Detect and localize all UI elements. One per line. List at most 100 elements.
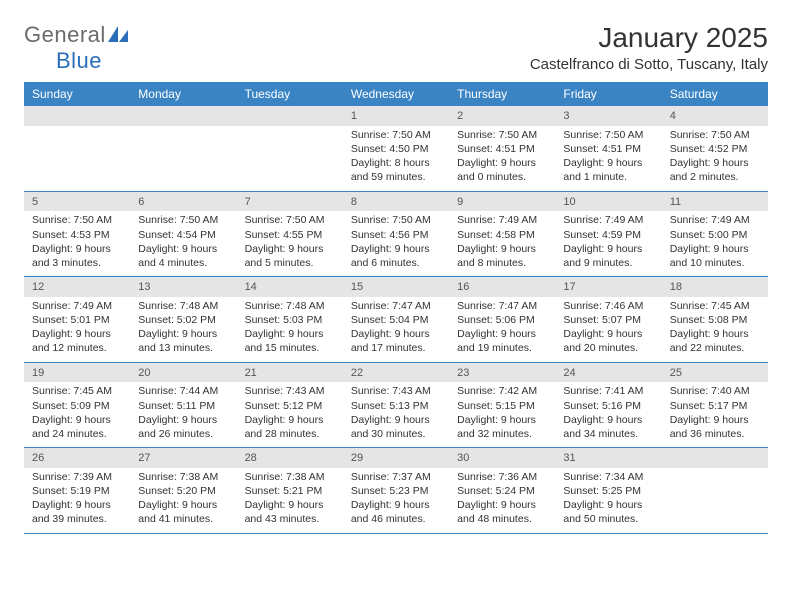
day-number: 11 bbox=[662, 192, 768, 212]
day-number: 26 bbox=[24, 448, 130, 468]
sunrise-text: Sunrise: 7:39 AM bbox=[32, 470, 122, 484]
sunset-text: Sunset: 5:11 PM bbox=[138, 399, 228, 413]
daylight-text: Daylight: 9 hours and 32 minutes. bbox=[457, 413, 547, 441]
day-number: 4 bbox=[662, 106, 768, 126]
sunset-text: Sunset: 5:21 PM bbox=[245, 484, 335, 498]
week-row: 26Sunrise: 7:39 AMSunset: 5:19 PMDayligh… bbox=[24, 448, 768, 534]
daylight-text: Daylight: 9 hours and 30 minutes. bbox=[351, 413, 441, 441]
daylight-text: Daylight: 9 hours and 43 minutes. bbox=[245, 498, 335, 526]
day-number: 7 bbox=[237, 192, 343, 212]
day-cell: 16Sunrise: 7:47 AMSunset: 5:06 PMDayligh… bbox=[449, 277, 555, 362]
day-number: 16 bbox=[449, 277, 555, 297]
day-cell: 25Sunrise: 7:40 AMSunset: 5:17 PMDayligh… bbox=[662, 363, 768, 448]
day-body: Sunrise: 7:49 AMSunset: 4:58 PMDaylight:… bbox=[449, 211, 555, 276]
day-cell: 11Sunrise: 7:49 AMSunset: 5:00 PMDayligh… bbox=[662, 192, 768, 277]
sunrise-text: Sunrise: 7:49 AM bbox=[32, 299, 122, 313]
sunset-text: Sunset: 5:25 PM bbox=[563, 484, 653, 498]
day-number: 30 bbox=[449, 448, 555, 468]
sunrise-text: Sunrise: 7:47 AM bbox=[457, 299, 547, 313]
day-body: Sunrise: 7:46 AMSunset: 5:07 PMDaylight:… bbox=[555, 297, 661, 362]
day-number: 17 bbox=[555, 277, 661, 297]
sunrise-text: Sunrise: 7:42 AM bbox=[457, 384, 547, 398]
sunrise-text: Sunrise: 7:50 AM bbox=[351, 213, 441, 227]
day-cell: 3Sunrise: 7:50 AMSunset: 4:51 PMDaylight… bbox=[555, 106, 661, 191]
day-cell: 8Sunrise: 7:50 AMSunset: 4:56 PMDaylight… bbox=[343, 192, 449, 277]
day-cell: 19Sunrise: 7:45 AMSunset: 5:09 PMDayligh… bbox=[24, 363, 130, 448]
day-cell bbox=[24, 106, 130, 191]
day-body: Sunrise: 7:49 AMSunset: 5:00 PMDaylight:… bbox=[662, 211, 768, 276]
day-body: Sunrise: 7:50 AMSunset: 4:55 PMDaylight:… bbox=[237, 211, 343, 276]
sunset-text: Sunset: 5:09 PM bbox=[32, 399, 122, 413]
sunrise-text: Sunrise: 7:49 AM bbox=[670, 213, 760, 227]
daylight-text: Daylight: 9 hours and 13 minutes. bbox=[138, 327, 228, 355]
daylight-text: Daylight: 9 hours and 5 minutes. bbox=[245, 242, 335, 270]
day-cell: 10Sunrise: 7:49 AMSunset: 4:59 PMDayligh… bbox=[555, 192, 661, 277]
day-number: 20 bbox=[130, 363, 236, 383]
day-number: 19 bbox=[24, 363, 130, 383]
day-number: 29 bbox=[343, 448, 449, 468]
sunrise-text: Sunrise: 7:49 AM bbox=[457, 213, 547, 227]
sunset-text: Sunset: 5:17 PM bbox=[670, 399, 760, 413]
day-body: Sunrise: 7:50 AMSunset: 4:54 PMDaylight:… bbox=[130, 211, 236, 276]
sunrise-text: Sunrise: 7:36 AM bbox=[457, 470, 547, 484]
month-title: January 2025 bbox=[530, 22, 768, 54]
day-number bbox=[130, 106, 236, 126]
day-cell: 31Sunrise: 7:34 AMSunset: 5:25 PMDayligh… bbox=[555, 448, 661, 533]
day-cell: 15Sunrise: 7:47 AMSunset: 5:04 PMDayligh… bbox=[343, 277, 449, 362]
weekday-thu: Thursday bbox=[449, 82, 555, 106]
week-row: 5Sunrise: 7:50 AMSunset: 4:53 PMDaylight… bbox=[24, 192, 768, 278]
sunrise-text: Sunrise: 7:50 AM bbox=[457, 128, 547, 142]
day-body: Sunrise: 7:48 AMSunset: 5:03 PMDaylight:… bbox=[237, 297, 343, 362]
sunset-text: Sunset: 5:13 PM bbox=[351, 399, 441, 413]
daylight-text: Daylight: 9 hours and 15 minutes. bbox=[245, 327, 335, 355]
day-body: Sunrise: 7:41 AMSunset: 5:16 PMDaylight:… bbox=[555, 382, 661, 447]
sunset-text: Sunset: 5:04 PM bbox=[351, 313, 441, 327]
day-body: Sunrise: 7:45 AMSunset: 5:09 PMDaylight:… bbox=[24, 382, 130, 447]
day-body: Sunrise: 7:49 AMSunset: 5:01 PMDaylight:… bbox=[24, 297, 130, 362]
weekday-header: Sunday Monday Tuesday Wednesday Thursday… bbox=[24, 82, 768, 106]
weekday-sun: Sunday bbox=[24, 82, 130, 106]
sunset-text: Sunset: 4:54 PM bbox=[138, 228, 228, 242]
sunset-text: Sunset: 5:24 PM bbox=[457, 484, 547, 498]
weeks-container: 1Sunrise: 7:50 AMSunset: 4:50 PMDaylight… bbox=[24, 106, 768, 534]
sunrise-text: Sunrise: 7:49 AM bbox=[563, 213, 653, 227]
day-cell: 26Sunrise: 7:39 AMSunset: 5:19 PMDayligh… bbox=[24, 448, 130, 533]
sunset-text: Sunset: 4:51 PM bbox=[457, 142, 547, 156]
day-cell: 17Sunrise: 7:46 AMSunset: 5:07 PMDayligh… bbox=[555, 277, 661, 362]
day-body: Sunrise: 7:38 AMSunset: 5:21 PMDaylight:… bbox=[237, 468, 343, 533]
sunrise-text: Sunrise: 7:50 AM bbox=[563, 128, 653, 142]
day-body: Sunrise: 7:50 AMSunset: 4:53 PMDaylight:… bbox=[24, 211, 130, 276]
logo: General Blue bbox=[24, 22, 128, 74]
weekday-mon: Monday bbox=[130, 82, 236, 106]
weekday-fri: Friday bbox=[555, 82, 661, 106]
sunset-text: Sunset: 5:12 PM bbox=[245, 399, 335, 413]
day-body: Sunrise: 7:50 AMSunset: 4:52 PMDaylight:… bbox=[662, 126, 768, 191]
sunset-text: Sunset: 4:59 PM bbox=[563, 228, 653, 242]
day-cell: 24Sunrise: 7:41 AMSunset: 5:16 PMDayligh… bbox=[555, 363, 661, 448]
day-body: Sunrise: 7:45 AMSunset: 5:08 PMDaylight:… bbox=[662, 297, 768, 362]
daylight-text: Daylight: 9 hours and 50 minutes. bbox=[563, 498, 653, 526]
week-row: 12Sunrise: 7:49 AMSunset: 5:01 PMDayligh… bbox=[24, 277, 768, 363]
day-number: 10 bbox=[555, 192, 661, 212]
day-cell: 22Sunrise: 7:43 AMSunset: 5:13 PMDayligh… bbox=[343, 363, 449, 448]
daylight-text: Daylight: 9 hours and 22 minutes. bbox=[670, 327, 760, 355]
sunset-text: Sunset: 5:20 PM bbox=[138, 484, 228, 498]
day-number: 9 bbox=[449, 192, 555, 212]
sunrise-text: Sunrise: 7:48 AM bbox=[245, 299, 335, 313]
sunrise-text: Sunrise: 7:43 AM bbox=[351, 384, 441, 398]
sunrise-text: Sunrise: 7:50 AM bbox=[32, 213, 122, 227]
daylight-text: Daylight: 9 hours and 48 minutes. bbox=[457, 498, 547, 526]
sunrise-text: Sunrise: 7:45 AM bbox=[670, 299, 760, 313]
day-cell: 2Sunrise: 7:50 AMSunset: 4:51 PMDaylight… bbox=[449, 106, 555, 191]
day-cell: 13Sunrise: 7:48 AMSunset: 5:02 PMDayligh… bbox=[130, 277, 236, 362]
day-body: Sunrise: 7:36 AMSunset: 5:24 PMDaylight:… bbox=[449, 468, 555, 533]
day-number: 23 bbox=[449, 363, 555, 383]
day-body bbox=[662, 468, 768, 532]
day-cell: 30Sunrise: 7:36 AMSunset: 5:24 PMDayligh… bbox=[449, 448, 555, 533]
day-body: Sunrise: 7:50 AMSunset: 4:50 PMDaylight:… bbox=[343, 126, 449, 191]
daylight-text: Daylight: 9 hours and 9 minutes. bbox=[563, 242, 653, 270]
sunrise-text: Sunrise: 7:34 AM bbox=[563, 470, 653, 484]
day-body: Sunrise: 7:48 AMSunset: 5:02 PMDaylight:… bbox=[130, 297, 236, 362]
day-body: Sunrise: 7:43 AMSunset: 5:13 PMDaylight:… bbox=[343, 382, 449, 447]
title-block: January 2025 Castelfranco di Sotto, Tusc… bbox=[530, 22, 768, 73]
